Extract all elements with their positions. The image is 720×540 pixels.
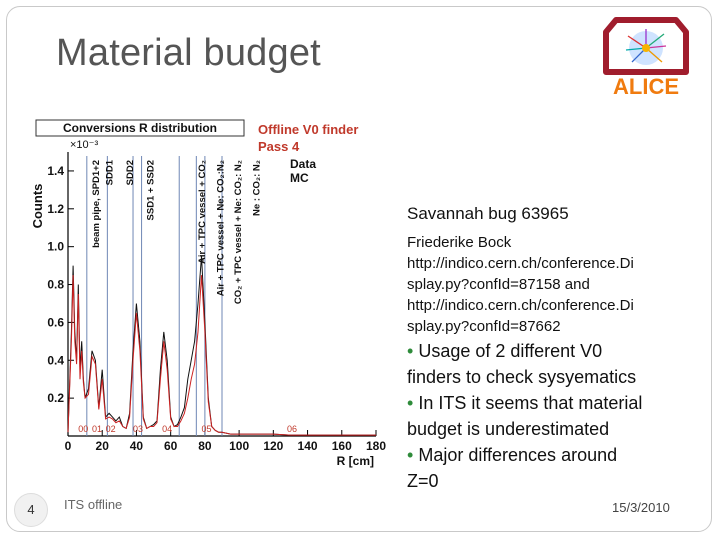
bottom-label: 00 <box>78 424 88 434</box>
bottom-label: 05 <box>201 424 211 434</box>
region-label: Air + TPC vessel + Ne: CO₂:N₂ <box>216 160 227 296</box>
bottom-label: 03 <box>133 424 143 434</box>
notes-heading: Savannah bug 63965 <box>407 204 569 223</box>
region-label: SDD2 <box>125 160 136 185</box>
bottom-label: 01 <box>92 424 102 434</box>
y-tick-label: 1.0 <box>47 240 64 254</box>
legend-entry: Data <box>290 157 316 171</box>
notes-link-2b[interactable]: splay.py?confId=87662 <box>407 318 561 335</box>
x-tick-label: 140 <box>298 439 318 453</box>
notes-link-1b[interactable]: splay.py?confId=87158 and <box>407 276 590 293</box>
notes-link-1a[interactable]: http://indico.cern.ch/conference.Di <box>407 255 634 272</box>
slide-frame <box>6 6 712 532</box>
page-number: 4 <box>14 493 48 527</box>
series-line-mc <box>67 275 376 436</box>
x-tick-label: 60 <box>164 439 178 453</box>
x-tick-label: 180 <box>366 439 386 453</box>
region-label: Ne : CO₂: N₂ <box>252 160 263 216</box>
y-tick-label: 0.8 <box>47 278 64 292</box>
footer-right: 15/3/2010 <box>612 500 670 515</box>
conversion-chart: Conversions R distribution Offline V0 fin… <box>30 119 386 468</box>
y-tick-label: 1.4 <box>47 164 64 178</box>
x-tick-label: 160 <box>332 439 352 453</box>
footer-left: ITS offline <box>64 497 123 512</box>
bullet-2-cont: budget is underestimated <box>407 419 610 439</box>
x-tick-label: 20 <box>96 439 110 453</box>
y-axis-label: Counts <box>30 184 45 229</box>
x-tick-label: 40 <box>130 439 144 453</box>
notes-author: Friederike Bock <box>407 234 512 251</box>
x-tick-label: 80 <box>198 439 212 453</box>
chart-annotation-title: Offline V0 finder <box>258 122 358 137</box>
x-axis-label: R [cm] <box>337 454 374 468</box>
bottom-label: 04 <box>162 424 172 434</box>
bullet-dot-icon: • <box>407 341 414 361</box>
chart-title-box <box>35 119 245 137</box>
notes-panel: Savannah bug 63965 Friederike Bock http:… <box>407 204 687 493</box>
notes-link-2a[interactable]: http://indico.cern.ch/conference.Di <box>407 297 634 314</box>
bullet-2: • In ITS it seems that material <box>407 393 643 413</box>
y-exponent: ×10⁻³ <box>70 139 98 151</box>
bottom-label: 06 <box>287 424 297 434</box>
y-tick-label: 0.4 <box>47 353 64 367</box>
region-label: SDD1 <box>104 159 115 185</box>
bullet-3: • Major differences around <box>407 445 618 465</box>
y-tick-label: 0.2 <box>47 391 64 405</box>
bullet-1-cont: finders to check sysyematics <box>407 367 637 387</box>
bullet-dot-icon: • <box>407 393 414 413</box>
bullet-dot-icon: • <box>407 445 414 465</box>
chart-title: Conversions R distribution <box>63 121 217 135</box>
alice-logo: ALICE <box>603 17 689 98</box>
x-tick-label: 120 <box>263 439 283 453</box>
slide-title: Material budget <box>56 32 321 74</box>
logo-text: ALICE <box>613 74 679 98</box>
x-tick-label: 100 <box>229 439 249 453</box>
bottom-label: 02 <box>106 424 116 434</box>
region-label: CO₂ + TPC vessel + Ne: CO₂: N₂ <box>233 160 244 304</box>
region-label: beam pipe, SPD1+2 <box>91 160 102 248</box>
bullet-1: • Usage of 2 different V0 <box>407 341 603 361</box>
region-label: SSD1 + SSD2 <box>146 160 157 220</box>
legend-entry: MC <box>290 171 309 185</box>
y-tick-label: 0.6 <box>47 315 64 329</box>
region-label: Air + TPC vessel + CO₂ <box>197 160 208 264</box>
chart-annotation-pass: Pass 4 <box>258 139 300 154</box>
y-tick-label: 1.2 <box>47 202 64 216</box>
bullet-3-cont: Z=0 <box>407 471 439 491</box>
x-tick-label: 0 <box>65 439 72 453</box>
